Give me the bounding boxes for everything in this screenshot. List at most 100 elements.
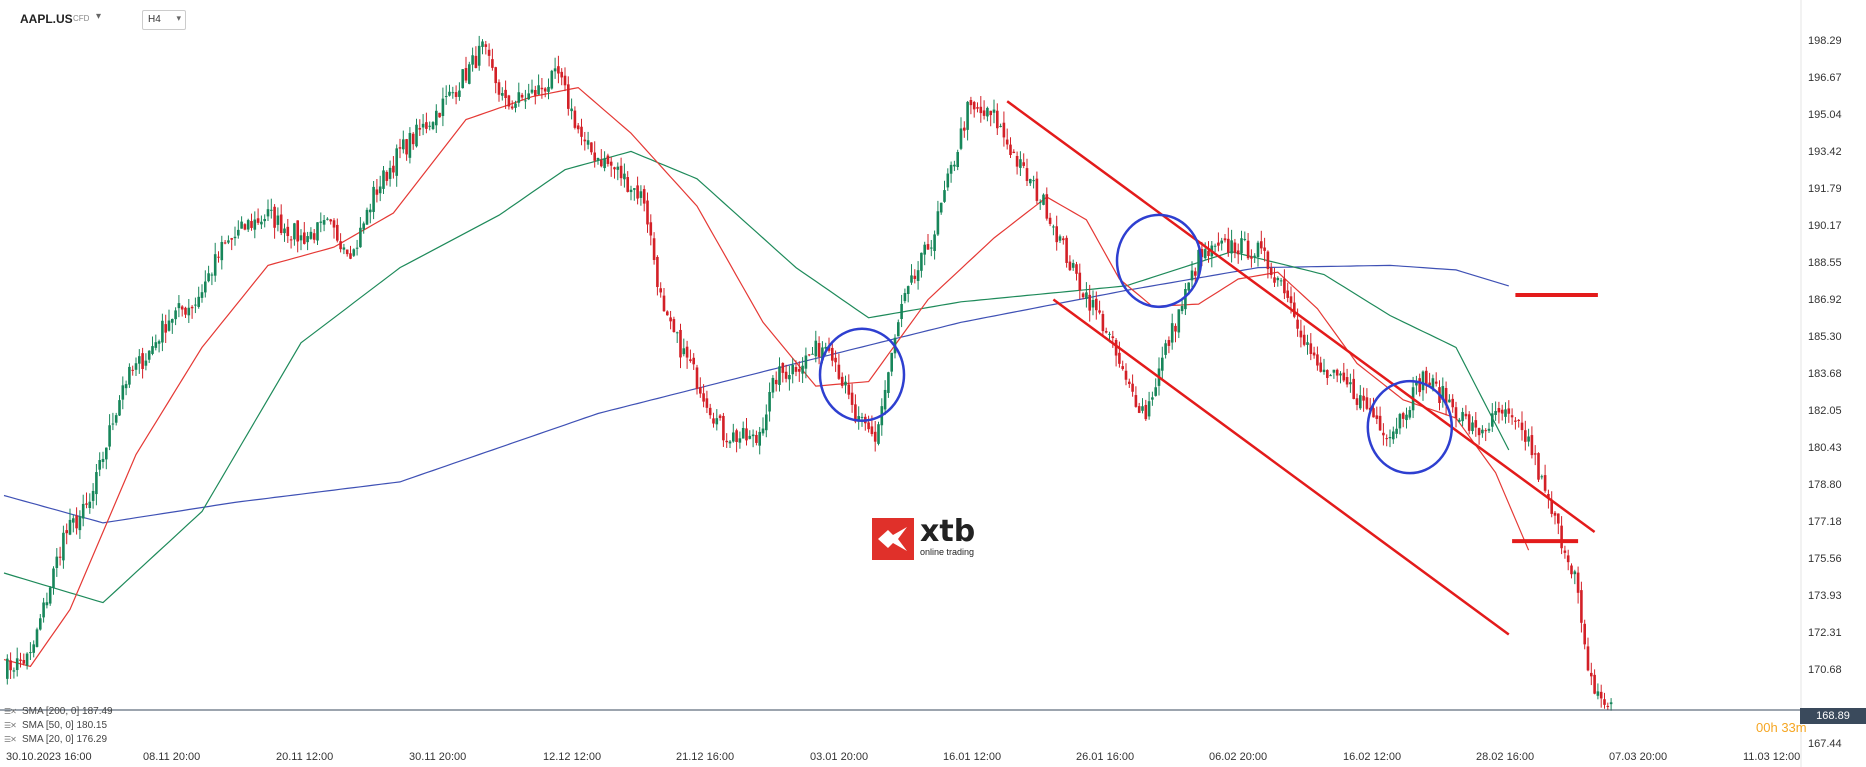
candle-body	[807, 354, 811, 356]
candle-body	[507, 95, 511, 107]
y-tick-label: 185.30	[1808, 331, 1842, 343]
candle-body	[134, 363, 138, 370]
candle-body	[72, 518, 75, 523]
candle-body	[629, 189, 633, 193]
candle-body	[477, 45, 481, 66]
settings-icon[interactable]: ☰✕	[4, 735, 17, 744]
candle-body	[1342, 372, 1346, 381]
candle-body	[646, 200, 649, 225]
x-tick-label: 12.12 12:00	[543, 751, 601, 763]
candle-body	[636, 185, 639, 199]
candle-body	[435, 110, 438, 126]
candle-body	[29, 652, 32, 654]
candle-body	[883, 389, 887, 410]
x-tick-label: 20.11 12:00	[276, 751, 333, 763]
candle-body	[1375, 415, 1379, 419]
candle-body	[1111, 336, 1115, 339]
legend-item[interactable]: ☰✕ SMA [20, 0] 176.29	[4, 733, 113, 747]
candle-body	[1108, 333, 1111, 335]
candle-body	[966, 101, 969, 130]
candle-body	[491, 59, 494, 68]
candle-body	[12, 670, 16, 672]
candle-body	[1444, 387, 1448, 406]
candle-body	[1048, 217, 1052, 224]
candle-body	[520, 94, 524, 98]
candle-body	[349, 253, 352, 259]
candle-body	[91, 490, 95, 501]
candle-body	[860, 416, 864, 418]
legend-item[interactable]: ☰✕ SMA [200, 0] 187.49	[4, 705, 113, 719]
candle-body	[748, 435, 752, 439]
timeframe-select[interactable]: H4 ▾	[142, 10, 186, 30]
candle-body	[1075, 264, 1078, 274]
candle-body	[1035, 178, 1039, 201]
candle-body	[916, 270, 920, 281]
x-tick-label: 30.10.2023 16:00	[6, 751, 92, 763]
settings-icon[interactable]: ☰✕	[4, 721, 17, 730]
candle-body	[1365, 397, 1369, 409]
candle-body	[537, 85, 540, 95]
candle-body	[600, 159, 603, 167]
candle-body	[910, 275, 913, 283]
candle-body	[332, 220, 336, 228]
candle-body	[1609, 702, 1613, 705]
candle-body	[283, 228, 286, 234]
legend-item[interactable]: ☰✕ SMA [50, 0] 180.15	[4, 719, 113, 733]
candle-body	[982, 110, 986, 116]
candle-body	[814, 340, 818, 357]
candle-body	[933, 234, 936, 251]
candle-body	[296, 220, 299, 242]
y-tick-label: 170.68	[1808, 664, 1842, 676]
candle-body	[854, 404, 857, 422]
candle-body	[1345, 377, 1349, 385]
candle-body	[256, 218, 260, 223]
candle-body	[187, 307, 191, 316]
candle-body	[685, 346, 689, 358]
candle-body	[1154, 387, 1157, 396]
candle-body	[1335, 369, 1339, 376]
candle-body	[448, 91, 451, 96]
candle-body	[78, 516, 82, 531]
candle-body	[1441, 386, 1445, 401]
candle-body	[194, 304, 197, 306]
candle-body	[656, 256, 659, 287]
candle-body	[596, 157, 600, 160]
y-tick-label: 183.68	[1808, 368, 1842, 380]
candle-body	[1038, 202, 1042, 204]
y-tick-label: 180.43	[1808, 442, 1842, 454]
candle-body	[279, 214, 283, 234]
candle-body	[372, 186, 375, 212]
candle-body	[563, 75, 567, 86]
candle-body	[1576, 572, 1580, 593]
symbol-dropdown-icon[interactable]: ▾	[96, 11, 102, 22]
candle-body	[877, 424, 880, 444]
candle-body	[1088, 294, 1091, 311]
candle-body	[939, 202, 943, 213]
candle-body	[458, 90, 461, 97]
candle-body	[1187, 282, 1190, 291]
x-tick-label: 28.02 16:00	[1476, 751, 1534, 763]
candle-body	[976, 107, 979, 109]
symbol-label[interactable]: AAPL.US	[20, 12, 73, 26]
highlight-circle	[818, 327, 906, 423]
candle-body	[474, 55, 478, 69]
candle-body	[362, 223, 365, 230]
candle-body	[1543, 475, 1547, 491]
candle-body	[514, 103, 517, 108]
candle-body	[253, 219, 257, 230]
candle-body	[52, 568, 55, 588]
candle-body	[1062, 238, 1065, 241]
settings-icon[interactable]: ☰✕	[4, 707, 17, 716]
candle-body	[207, 273, 210, 282]
candle-body	[329, 219, 332, 222]
y-tick-label: 193.42	[1808, 146, 1842, 158]
candle-body	[758, 431, 761, 446]
candle-body	[1203, 249, 1207, 259]
candle-body	[385, 171, 389, 181]
candle-body	[708, 407, 712, 416]
candle-body	[1240, 238, 1243, 254]
candle-body	[75, 515, 78, 529]
x-tick-label: 26.01 16:00	[1076, 751, 1134, 763]
candle-body	[1382, 432, 1385, 436]
